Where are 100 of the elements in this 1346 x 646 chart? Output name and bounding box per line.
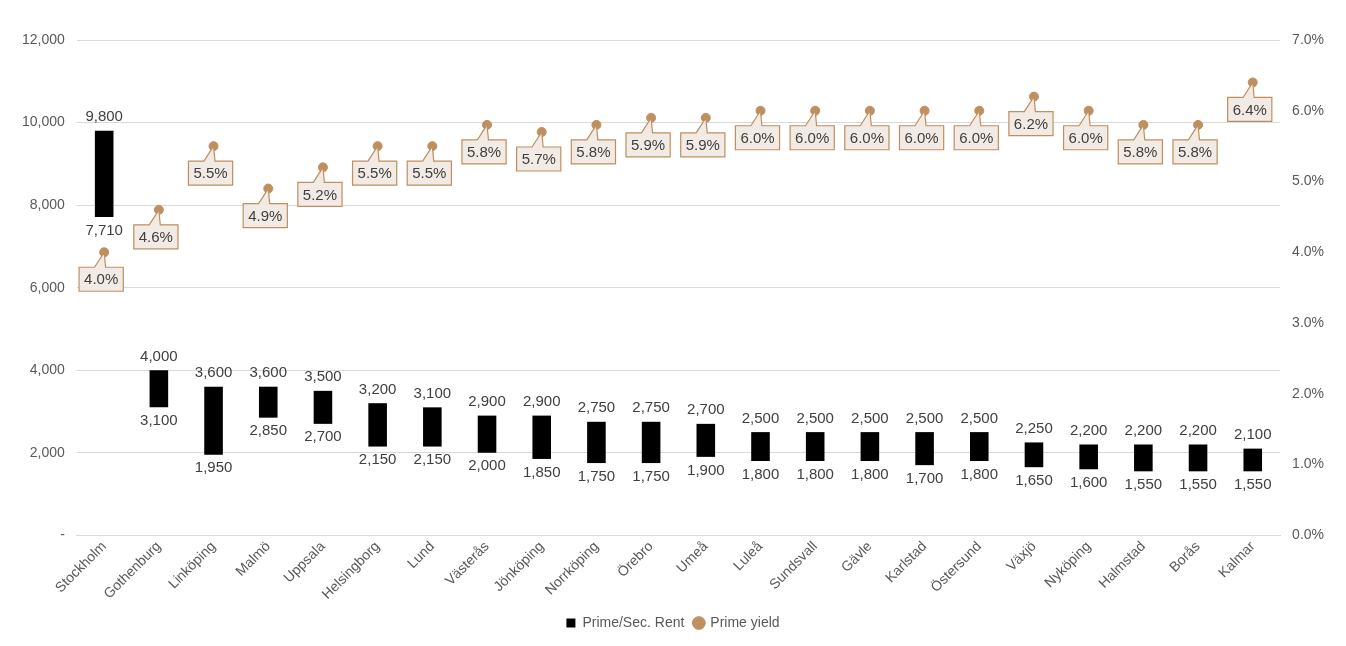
y-tick-label: 6,000	[29, 278, 66, 295]
bar	[1188, 444, 1208, 472]
annotation: 2,750	[577, 398, 616, 416]
annotation: 2,500	[851, 408, 889, 426]
bar	[477, 415, 497, 453]
y2-tick-label: 3.0%	[1292, 313, 1325, 330]
annotation: 1,800	[960, 464, 999, 482]
annotation: 1,750	[632, 466, 670, 484]
annotation: 3,200	[358, 379, 397, 397]
annotation: 3,100	[413, 383, 452, 401]
annotation: 2,250	[1015, 419, 1053, 437]
data-label: 5.8%	[1177, 143, 1213, 161]
legend-label: Prime/Sec. Rent	[582, 613, 685, 630]
y-tick-label: 2,000	[29, 443, 66, 460]
annotation: 2,150	[413, 450, 452, 468]
annotation: 2,700	[687, 400, 725, 418]
bar	[258, 386, 278, 418]
annotation: 3,100	[140, 410, 178, 428]
y2-tick-label: 6.0%	[1292, 101, 1325, 118]
annotation: 3,500	[304, 367, 342, 385]
data-label: 6.4%	[1232, 100, 1267, 118]
annotation: 1,550	[1124, 474, 1163, 492]
bar	[915, 432, 934, 466]
data-label: 5.2%	[302, 185, 338, 203]
annotation: 3,600	[249, 363, 288, 381]
y2-tick-label: 4.0%	[1292, 243, 1325, 260]
annotation: 2,200	[1124, 421, 1163, 439]
data-label: 6.2%	[1013, 114, 1049, 132]
annotation: 1,800	[741, 464, 780, 482]
annotation: 2,500	[960, 408, 999, 426]
y-tick-label: 4,000	[29, 361, 66, 378]
annotation: 1,850	[522, 462, 561, 480]
annotation: 2,150	[358, 450, 397, 468]
data-label: 5.5%	[357, 164, 392, 182]
annotation: 2,500	[741, 408, 780, 426]
annotation: 1,950	[194, 458, 233, 476]
annotation: 1,700	[905, 468, 944, 486]
annotation: 1,750	[577, 466, 616, 484]
y-tick-label: 10,000	[21, 113, 66, 130]
annotation: 4,000	[140, 346, 178, 364]
annotation: 2,500	[905, 408, 944, 426]
annotation: 2,200	[1179, 421, 1217, 439]
bar	[969, 432, 989, 461]
bar	[860, 432, 880, 461]
annotation: 9,800	[85, 107, 123, 125]
y2-tick-label: 5.0%	[1292, 172, 1325, 189]
bar	[696, 423, 716, 457]
data-label: 6.0%	[795, 128, 830, 146]
bar	[587, 421, 606, 464]
bar	[149, 370, 169, 408]
data-label: 5.8%	[1123, 143, 1158, 161]
annotation: 2,900	[468, 392, 506, 410]
bar	[368, 403, 387, 447]
annotation: 1,800	[851, 464, 889, 482]
annotation: 7,710	[85, 220, 123, 238]
data-label: 6.0%	[959, 128, 994, 146]
y-tick-label: -	[60, 526, 66, 543]
annotation: 2,700	[304, 427, 342, 445]
data-label: 4.6%	[138, 227, 173, 245]
y-tick-label: 8,000	[29, 195, 66, 212]
annotation: 2,100	[1233, 425, 1272, 443]
bar	[204, 386, 223, 455]
annotation: 2,500	[796, 408, 834, 426]
bar	[423, 407, 442, 447]
bar	[1134, 444, 1153, 472]
data-label: 5.5%	[412, 164, 447, 182]
bar	[641, 421, 661, 464]
y2-tick-label: 2.0%	[1292, 384, 1325, 401]
bar	[805, 432, 825, 461]
bar	[1243, 448, 1263, 472]
annotation: 1,550	[1233, 474, 1272, 492]
bar	[1024, 442, 1044, 468]
data-label: 5.9%	[631, 135, 666, 153]
annotation: 1,550	[1179, 474, 1217, 492]
data-label: 6.0%	[849, 128, 884, 146]
y2-tick-label: 0.0%	[1292, 526, 1325, 543]
data-label: 5.7%	[521, 150, 556, 168]
data-label: 5.5%	[193, 164, 228, 182]
data-label: 6.0%	[904, 128, 939, 146]
y2-tick-label: 7.0%	[1292, 30, 1325, 47]
bar	[532, 415, 552, 459]
legend-label: Prime yield	[710, 613, 780, 630]
annotation: 1,800	[796, 464, 834, 482]
data-label: 5.9%	[685, 135, 720, 153]
bar	[94, 130, 114, 218]
data-label: 4.0%	[84, 270, 119, 288]
y2-tick-label: 1.0%	[1292, 455, 1325, 472]
annotation: 1,650	[1015, 470, 1053, 488]
annotation: 2,000	[468, 456, 506, 474]
bar	[751, 432, 770, 461]
annotation: 2,750	[632, 398, 670, 416]
annotation: 2,850	[249, 421, 288, 439]
annotation: 1,900	[687, 460, 725, 478]
data-label: 5.8%	[576, 143, 611, 161]
annotation: 1,600	[1069, 472, 1108, 490]
data-label: 4.9%	[248, 206, 283, 224]
annotation: 2,200	[1069, 421, 1108, 439]
bar	[1079, 444, 1098, 470]
data-label: 6.0%	[1068, 128, 1103, 146]
annotation: 3,600	[194, 363, 233, 381]
